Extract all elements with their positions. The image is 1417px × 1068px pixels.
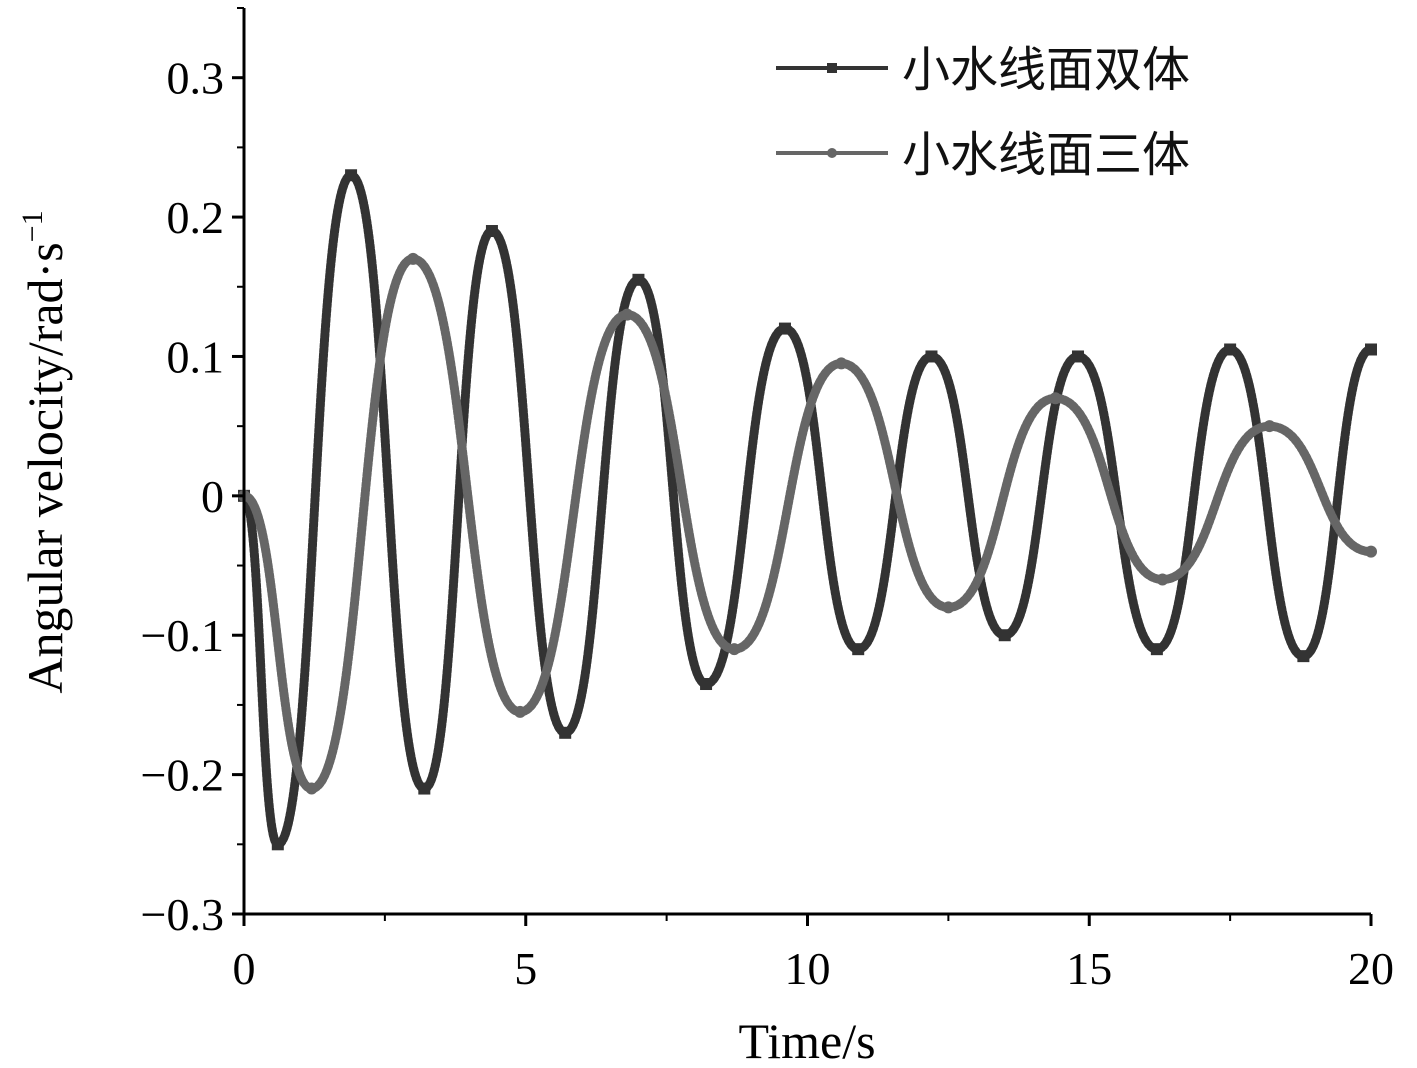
data-point bbox=[514, 705, 527, 718]
series-1 bbox=[238, 169, 1377, 851]
data-point bbox=[1297, 650, 1310, 663]
data-point bbox=[305, 782, 318, 795]
data-point bbox=[925, 350, 938, 363]
legend-label-series-2: 小水线面三体 bbox=[902, 127, 1190, 183]
data-point bbox=[1224, 343, 1237, 356]
y-axis-title-group: Angular velocity/rad·s−1 bbox=[16, 210, 73, 693]
legend: 小水线面双体 小水线面三体 bbox=[776, 42, 1190, 183]
data-point bbox=[345, 169, 358, 182]
data-point bbox=[1365, 545, 1377, 558]
data-point bbox=[1071, 350, 1084, 363]
data-point bbox=[1365, 343, 1377, 356]
data-point bbox=[942, 601, 955, 614]
y-axis-title: Angular velocity/rad·s−1 bbox=[16, 210, 73, 693]
series-2 bbox=[238, 252, 1377, 795]
data-point bbox=[998, 629, 1011, 642]
data-point bbox=[407, 252, 420, 265]
data-point bbox=[700, 678, 713, 691]
series-line bbox=[239, 254, 1376, 794]
data-point bbox=[1150, 643, 1163, 656]
x-axis-title: Time/s bbox=[738, 1013, 875, 1068]
series-layer bbox=[238, 169, 1377, 851]
data-point bbox=[835, 357, 848, 370]
legend-marker-series-2 bbox=[827, 148, 837, 158]
x-tick-label: 15 bbox=[1066, 943, 1112, 994]
y-tick-label: 0 bbox=[201, 471, 224, 522]
x-tick-label: 5 bbox=[514, 943, 537, 994]
x-tick-label: 10 bbox=[785, 943, 831, 994]
y-tick-label: 0.3 bbox=[167, 53, 225, 104]
data-point bbox=[485, 225, 498, 238]
y-tick-label: 0.2 bbox=[167, 192, 225, 243]
data-point bbox=[1049, 392, 1062, 405]
data-point bbox=[852, 643, 865, 656]
y-axis-title-superscript: −1 bbox=[16, 210, 49, 242]
x-tick-label: 0 bbox=[233, 943, 256, 994]
series-line bbox=[239, 170, 1376, 849]
ticks: 0 5 10 15 20 −0.3 −0.2 −0.1 0 0.1 0.2 0.3 bbox=[141, 7, 1394, 994]
data-point bbox=[632, 273, 645, 286]
data-point bbox=[418, 782, 431, 795]
data-point bbox=[778, 322, 791, 335]
data-point bbox=[271, 838, 284, 851]
y-tick-label: 0.1 bbox=[167, 331, 225, 382]
y-tick-label: −0.1 bbox=[141, 610, 224, 661]
y-tick-label: −0.3 bbox=[141, 889, 224, 940]
y-axis-title-main: Angular velocity/rad·s bbox=[17, 242, 73, 693]
legend-label-series-1: 小水线面双体 bbox=[902, 42, 1190, 98]
data-point bbox=[728, 643, 741, 656]
y-tick-label: −0.2 bbox=[141, 750, 224, 801]
legend-marker-series-1 bbox=[827, 63, 837, 73]
data-point bbox=[621, 308, 634, 321]
data-point bbox=[559, 726, 572, 739]
x-tick-label: 20 bbox=[1348, 943, 1394, 994]
series-core-line bbox=[243, 256, 1372, 791]
data-point bbox=[1156, 573, 1169, 586]
data-point bbox=[1263, 420, 1276, 433]
